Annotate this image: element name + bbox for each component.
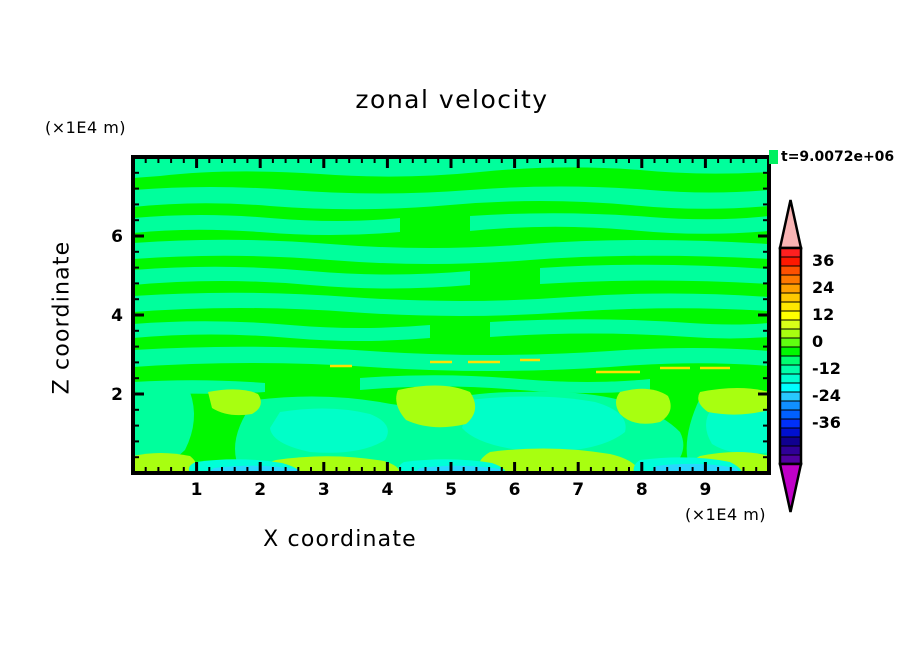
x-tick-label: 8 [636, 480, 648, 500]
axis-ticks [133, 157, 769, 473]
y-tick-labels: 2 4 6 [111, 227, 123, 405]
colorbar-label: 36 [812, 251, 834, 270]
y-axis-title: Z coordinate [49, 240, 75, 395]
x-tick-label: 9 [699, 480, 711, 500]
x-tick-label: 2 [254, 480, 266, 500]
x-tick-labels: 1 2 3 4 5 6 7 8 9 [191, 480, 712, 500]
colorbar-bands [779, 247, 802, 465]
upper-filament-layers [133, 157, 769, 394]
colorbar-label: 24 [812, 278, 834, 297]
timestamp-label: t=9.0072e+06 [781, 149, 895, 165]
x-tick-label: 5 [445, 480, 457, 500]
timestamp-marker [769, 150, 778, 164]
lower-eddy-region [133, 385, 769, 473]
colorbar-label: 0 [812, 332, 823, 351]
x-tick-label: 4 [381, 480, 393, 500]
colorbar-label: 12 [812, 305, 834, 324]
y-tick-label: 2 [111, 385, 123, 405]
colorbar-label: -36 [812, 413, 841, 432]
colorbar-label: -24 [812, 386, 841, 405]
colorbar-over-arrow [778, 199, 803, 250]
x-axis-title: X coordinate [263, 527, 417, 552]
contour-field [133, 157, 769, 473]
colorbar-under-arrow [778, 462, 803, 513]
x-tick-label: 7 [572, 480, 584, 500]
x-unit-label: (×1E4 m) [685, 505, 767, 524]
page-title: zonal velocity [355, 85, 549, 114]
colorbar-labels: 36 24 12 0 -12 -24 -36 [812, 251, 841, 432]
x-tick-label: 3 [318, 480, 330, 500]
colorbar: 36 24 12 0 -12 -24 -36 [778, 199, 841, 513]
y-tick-label: 4 [111, 306, 123, 326]
y-tick-label: 6 [111, 227, 123, 247]
x-tick-label: 6 [509, 480, 521, 500]
x-tick-label: 1 [191, 480, 203, 500]
colorbar-label: -12 [812, 359, 841, 378]
y-unit-label: (×1E4 m) [45, 118, 127, 137]
yellow-streaks [330, 358, 730, 374]
